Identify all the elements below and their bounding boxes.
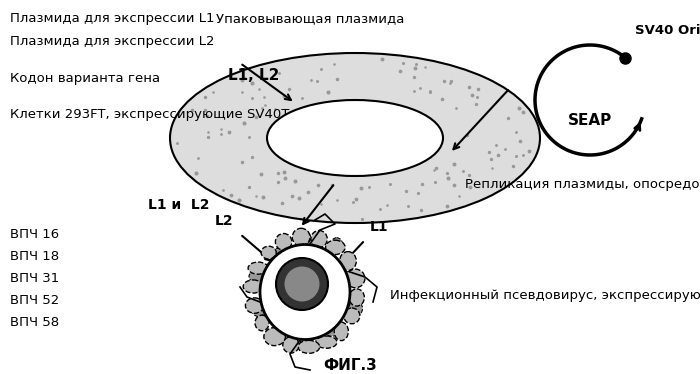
Ellipse shape (264, 328, 286, 346)
Text: ВПЧ 16: ВПЧ 16 (10, 228, 59, 241)
Ellipse shape (349, 301, 363, 316)
Text: SV40 Ori: SV40 Ori (635, 24, 700, 37)
Ellipse shape (298, 230, 310, 245)
Ellipse shape (251, 301, 265, 316)
Ellipse shape (248, 262, 268, 274)
Ellipse shape (323, 323, 340, 336)
Ellipse shape (300, 335, 311, 351)
Text: Плазмида для экспрессии L1: Плазмида для экспрессии L1 (10, 12, 214, 25)
Ellipse shape (298, 340, 320, 353)
Ellipse shape (243, 280, 263, 293)
Text: ФИГ.3: ФИГ.3 (323, 358, 377, 373)
Ellipse shape (255, 315, 269, 331)
Text: ВПЧ 31: ВПЧ 31 (10, 272, 60, 285)
Ellipse shape (276, 258, 328, 310)
Text: ВПЧ 58: ВПЧ 58 (10, 316, 59, 329)
Ellipse shape (284, 267, 319, 301)
Ellipse shape (346, 269, 365, 288)
Text: L1 и  L2: L1 и L2 (148, 198, 209, 212)
Text: ВПЧ 18: ВПЧ 18 (10, 250, 59, 263)
Text: Кодон варианта гена: Кодон варианта гена (10, 72, 160, 85)
Ellipse shape (272, 323, 288, 337)
Text: Клетки 293FT, экспрессирующие SV40T: Клетки 293FT, экспрессирующие SV40T (10, 108, 289, 121)
Ellipse shape (342, 272, 355, 281)
Text: L2: L2 (214, 214, 233, 228)
Text: SEAP: SEAP (568, 113, 612, 128)
Ellipse shape (270, 248, 286, 259)
Ellipse shape (344, 308, 360, 324)
Text: Упаковывающая плазмида: Упаковывающая плазмида (216, 12, 404, 25)
Text: L1: L1 (370, 220, 388, 234)
Ellipse shape (283, 337, 299, 353)
Ellipse shape (267, 100, 443, 176)
Ellipse shape (334, 322, 349, 341)
Ellipse shape (170, 53, 540, 223)
Ellipse shape (349, 289, 365, 306)
Text: ВПЧ 52: ВПЧ 52 (10, 294, 60, 307)
Text: L1, L2: L1, L2 (228, 68, 279, 83)
Text: Плазмида для экспрессии L2: Плазмида для экспрессии L2 (10, 35, 214, 48)
Ellipse shape (261, 246, 277, 259)
Text: Репликация плазмиды, опосредованная SV40T: Репликация плазмиды, опосредованная SV40… (465, 178, 700, 191)
Ellipse shape (246, 298, 264, 313)
Text: Инфекционный псевдовирус, экспрессирующий SEAP: Инфекционный псевдовирус, экспрессирующи… (390, 288, 700, 301)
Ellipse shape (292, 228, 310, 246)
Ellipse shape (316, 336, 337, 348)
Ellipse shape (340, 252, 356, 270)
Ellipse shape (326, 240, 345, 254)
Ellipse shape (249, 270, 267, 283)
Ellipse shape (260, 245, 350, 340)
Ellipse shape (311, 230, 328, 248)
Ellipse shape (275, 233, 292, 250)
Ellipse shape (331, 238, 342, 251)
